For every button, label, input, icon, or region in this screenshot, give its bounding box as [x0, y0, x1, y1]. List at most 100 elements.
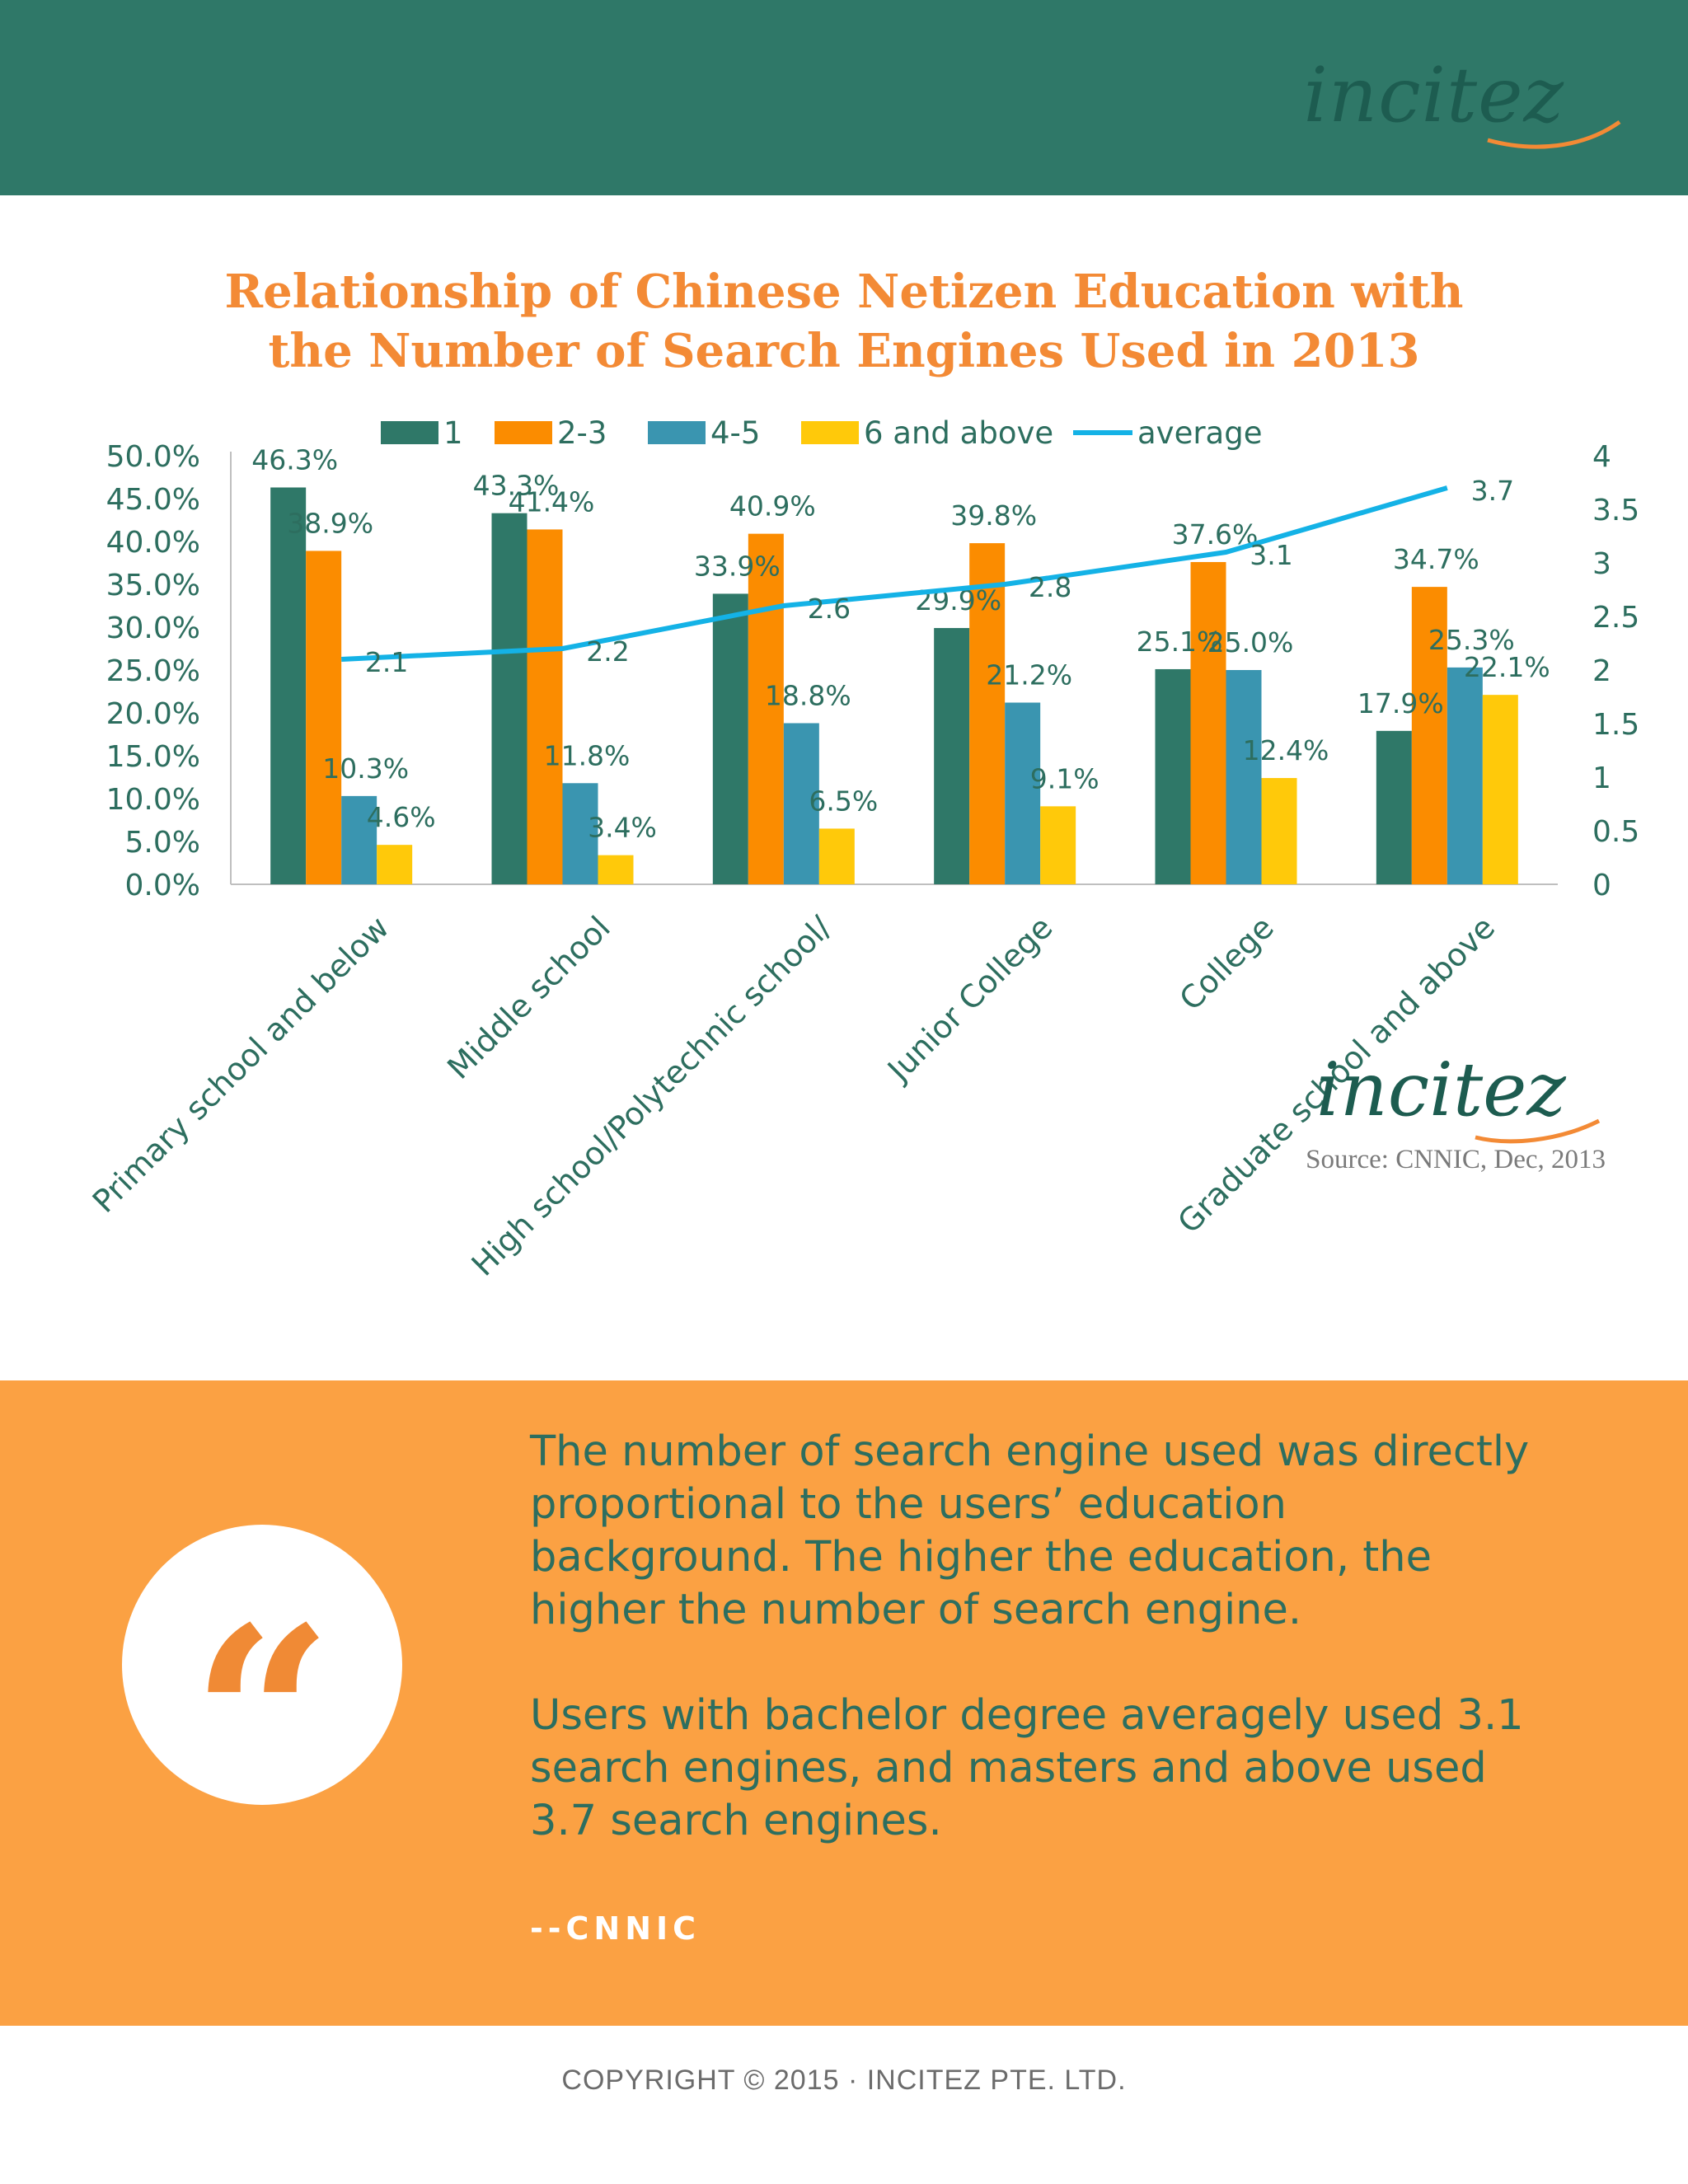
header-banner: incitez — [0, 0, 1688, 195]
bar-series-1 — [1411, 587, 1447, 884]
bar-data-label: 17.9% — [1357, 687, 1444, 719]
bar-data-label: 34.7% — [1393, 543, 1479, 575]
bar-data-label: 10.3% — [322, 752, 409, 785]
bar-data-label: 3.4% — [588, 812, 657, 844]
bar-series-3 — [1040, 806, 1076, 884]
legend-swatch — [381, 421, 438, 444]
quote-paragraph-1: The number of search engine used was dir… — [530, 1426, 1601, 1637]
y-left-tick-label: 10.0% — [106, 783, 200, 817]
bar-data-label: 25.0% — [1207, 626, 1294, 658]
x-category-label: Middle school — [440, 909, 617, 1086]
quote-paragraph-2: Users with bachelor degree averagely use… — [530, 1690, 1601, 1848]
bar-series-1 — [527, 529, 563, 884]
incitez-logo: incitez — [1303, 51, 1564, 139]
bar-series-0 — [712, 593, 748, 884]
bar-data-label: 39.8% — [950, 499, 1037, 532]
quote-line: Users with bachelor degree averagely use… — [530, 1691, 1524, 1740]
bar-data-label: 6.5% — [809, 785, 878, 817]
y-left-tick-label: 40.0% — [106, 526, 200, 560]
y-right-tick-label: 1.5 — [1592, 708, 1639, 742]
bar-series-3 — [1482, 695, 1518, 884]
bar-series-1 — [306, 551, 342, 884]
legend-swatch — [648, 421, 706, 444]
y-left-tick-label: 50.0% — [106, 440, 200, 474]
bar-data-label: 4.6% — [367, 801, 436, 833]
bar-data-label: 12.4% — [1243, 734, 1329, 766]
bar-data-label: 9.1% — [1030, 762, 1100, 794]
legend-swatch — [495, 421, 552, 444]
legend-label: 6 and above — [864, 415, 1053, 451]
bar-series-2 — [341, 795, 377, 884]
bar-series-0 — [491, 513, 528, 884]
x-category-label: High school/Polytechnic school/ — [465, 909, 839, 1283]
quote-circle — [122, 1525, 402, 1805]
legend-label: average — [1137, 415, 1262, 451]
quote-source: --CNNIC — [530, 1910, 701, 1947]
bar-series-1 — [748, 533, 784, 884]
y-left-tick-label: 0.0% — [125, 869, 200, 902]
y-right-tick-label: 4 — [1592, 440, 1611, 474]
bar-series-2 — [562, 783, 598, 884]
bar-data-label: 25.1% — [1137, 626, 1223, 658]
bar-series-1 — [1190, 561, 1226, 884]
bar-data-label: 18.8% — [765, 679, 851, 711]
y-left-tick-label: 35.0% — [106, 569, 200, 602]
x-category-label: College — [1172, 909, 1280, 1017]
bar-series-2 — [1226, 670, 1262, 884]
chart-title-line-2: the Number of Search Engines Used in 201… — [268, 324, 1420, 378]
bar-series-2 — [783, 723, 819, 884]
legend-swatch — [801, 421, 859, 444]
quote-line: proportional to the users’ education — [530, 1480, 1287, 1529]
bar-data-label: 22.1% — [1464, 651, 1550, 683]
bar-data-label: 21.2% — [986, 659, 1072, 691]
y-right-tick-label: 0.5 — [1592, 815, 1639, 849]
bar-series-1 — [969, 543, 1006, 884]
x-category-label: Primary school and below — [86, 909, 396, 1220]
bar-series-3 — [377, 845, 413, 884]
bar-data-label: 38.9% — [287, 507, 373, 539]
legend-label: 1 — [443, 415, 463, 451]
copyright-footer: COPYRIGHT © 2015 · INCITEZ PTE. LTD. — [561, 2064, 1127, 2096]
quote-line: The number of search engine used was dir… — [530, 1427, 1530, 1476]
bar-data-label: 11.8% — [544, 739, 631, 771]
chart-source: Source: CNNIC, Dec, 2013 — [1306, 1145, 1606, 1174]
y-left-tick-label: 45.0% — [106, 483, 200, 517]
watermark-swoosh-icon — [1475, 1118, 1601, 1144]
y-right-tick-label: 2 — [1592, 654, 1611, 688]
bar-line-chart: 0.0%5.0%10.0%15.0%20.0%25.0%30.0%35.0%40… — [86, 415, 1639, 1283]
y-right-tick-label: 2.5 — [1592, 601, 1639, 635]
quote-line: higher the number of search engine. — [530, 1586, 1302, 1634]
average-data-label: 2.1 — [365, 646, 408, 678]
bar-data-label: 46.3% — [251, 443, 338, 476]
average-data-label: 2.6 — [808, 593, 851, 625]
quote-line: search engines, and masters and above us… — [530, 1744, 1487, 1793]
average-data-label: 2.8 — [1029, 571, 1071, 603]
bar-data-label: 41.4% — [509, 485, 595, 518]
average-data-label: 3.1 — [1250, 539, 1292, 571]
y-right-tick-label: 3.5 — [1592, 494, 1639, 527]
x-category-label: Junior College — [879, 909, 1059, 1089]
y-left-tick-label: 25.0% — [106, 654, 200, 688]
quote-line: background. The higher the education, th… — [530, 1533, 1432, 1582]
bar-series-3 — [598, 855, 634, 884]
bar-data-label: 25.3% — [1428, 624, 1515, 656]
bar-data-label: 33.9% — [694, 550, 781, 582]
average-line — [341, 485, 1448, 662]
y-left-tick-label: 15.0% — [106, 740, 200, 774]
legend-label: 2-3 — [557, 415, 607, 451]
y-left-tick-label: 20.0% — [106, 697, 200, 731]
y-right-tick-label: 0 — [1592, 869, 1611, 902]
bar-series-3 — [1261, 778, 1297, 884]
chart-title-line-1: Relationship of Chinese Netizen Educatio… — [224, 265, 1464, 319]
chart-watermark-logo: incitez — [1316, 1047, 1566, 1133]
y-right-tick-label: 3 — [1592, 547, 1611, 581]
y-right-tick-label: 1 — [1592, 762, 1611, 795]
bar-series-2 — [1005, 702, 1041, 884]
quote-mark-icon: “ — [190, 1572, 334, 1863]
y-left-tick-label: 30.0% — [106, 612, 200, 645]
bar-series-3 — [818, 828, 855, 884]
y-left-tick-label: 5.0% — [125, 826, 200, 860]
bar-series-2 — [1447, 667, 1483, 884]
bar-series-0 — [934, 628, 970, 884]
bar-series-0 — [1376, 730, 1412, 884]
